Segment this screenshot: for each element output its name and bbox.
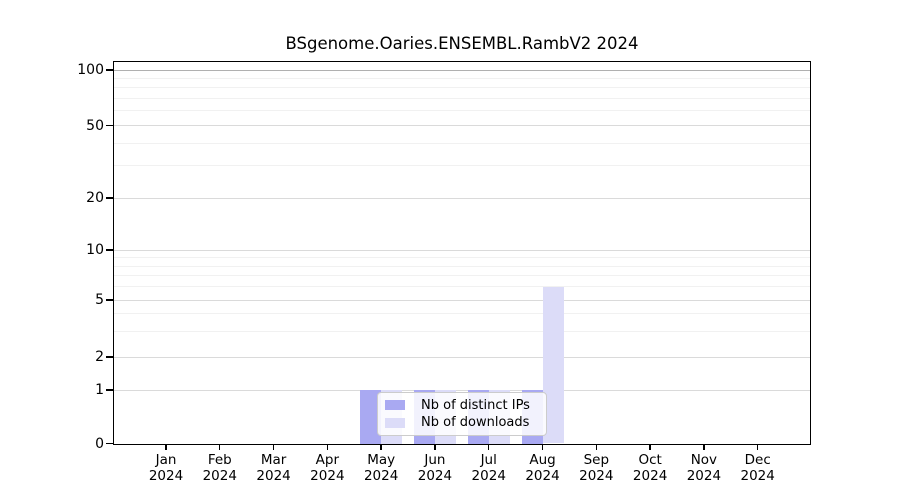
- distinct-ips-swatch-icon: [385, 400, 405, 411]
- x-axis-tick: [165, 443, 167, 450]
- plot-area: [114, 61, 810, 444]
- minor-gridline: [114, 286, 810, 288]
- x-tick-label: Dec: [744, 452, 771, 468]
- y-axis-tick: [106, 356, 113, 358]
- x-tick-year-label: 2024: [363, 468, 399, 484]
- y-axis-tick: [106, 124, 113, 127]
- minor-gridline: [114, 165, 810, 167]
- x-tick-label: Sep: [583, 452, 610, 468]
- x-tick-label: Jun: [424, 452, 446, 468]
- x-axis-tick: [326, 443, 329, 450]
- y-axis-tick: [106, 299, 113, 301]
- y-axis-tick: [106, 442, 113, 445]
- bar-distinct-ips: [360, 390, 382, 444]
- y-tick-label: 5: [95, 292, 104, 308]
- y-tick-label: 20: [86, 190, 104, 206]
- minor-gridline: [114, 313, 810, 315]
- x-axis-tick: [649, 443, 651, 450]
- x-tick-year-label: 2024: [148, 468, 184, 484]
- y-tick-label: 100: [77, 62, 104, 78]
- x-tick-label: Apr: [315, 452, 340, 468]
- x-axis-tick: [434, 443, 436, 450]
- legend-entry-distinct-ips: Nb of distinct IPs: [385, 398, 538, 413]
- x-tick-label: Aug: [529, 452, 556, 468]
- y-tick-label: 1: [95, 382, 104, 398]
- x-tick-label: Oct: [638, 452, 662, 468]
- x-axis-tick: [488, 443, 490, 450]
- x-tick-year-label: 2024: [525, 468, 560, 484]
- x-tick-year-label: 2024: [417, 468, 453, 484]
- chart-title: BSgenome.Oaries.ENSEMBL.RambV2 2024: [285, 34, 639, 53]
- minor-gridline: [114, 142, 810, 144]
- x-tick-label: Jan: [155, 452, 177, 468]
- y-tick-label: 10: [86, 242, 104, 258]
- x-axis-tick: [541, 443, 544, 450]
- x-tick-year-label: 2024: [202, 468, 237, 484]
- minor-gridline: [114, 77, 810, 79]
- minor-gridline: [114, 331, 810, 333]
- minor-gridline: [114, 87, 810, 89]
- x-axis-tick: [219, 443, 221, 450]
- x-tick-year-label: 2024: [471, 468, 506, 484]
- x-axis-tick: [595, 443, 597, 450]
- x-tick-label: May: [367, 452, 396, 468]
- x-tick-label: Mar: [260, 452, 287, 468]
- y-tick-label: 2: [95, 349, 104, 365]
- minor-gridline: [114, 257, 810, 259]
- legend-entry-downloads: Nb of downloads: [385, 415, 538, 430]
- x-tick-year-label: 2024: [310, 468, 345, 484]
- minor-gridline: [114, 98, 810, 100]
- x-axis-tick: [756, 443, 759, 450]
- y-axis-tick: [106, 249, 113, 251]
- legend: Nb of distinct IPs Nb of downloads: [377, 392, 547, 436]
- minor-gridline: [114, 275, 810, 277]
- legend-label: Nb of distinct IPs: [421, 397, 530, 413]
- x-tick-label: Jul: [480, 452, 497, 468]
- legend-label: Nb of downloads: [421, 415, 530, 431]
- x-tick-year-label: 2024: [686, 468, 722, 484]
- y-axis-tick: [106, 197, 113, 199]
- x-tick-year-label: 2024: [740, 468, 775, 484]
- major-gridline: [114, 389, 810, 391]
- y-axis-tick: [106, 69, 113, 71]
- y-tick-label: 0: [95, 435, 104, 452]
- minor-gridline: [114, 265, 810, 267]
- major-gridline: [114, 69, 810, 71]
- major-gridline: [114, 125, 810, 126]
- x-axis-tick: [703, 443, 705, 450]
- downloads-swatch-icon: [385, 417, 405, 428]
- x-tick-label: Nov: [690, 452, 718, 468]
- y-axis-tick: [106, 389, 113, 391]
- major-gridline: [114, 299, 810, 301]
- bar-downloads: [542, 286, 564, 444]
- x-tick-year-label: 2024: [256, 468, 291, 484]
- x-axis-tick: [272, 443, 275, 450]
- y-tick-label: 50: [86, 117, 104, 134]
- major-gridline: [114, 197, 810, 199]
- major-gridline: [114, 249, 810, 251]
- x-tick-year-label: 2024: [632, 468, 668, 484]
- x-tick-label: Feb: [207, 452, 232, 468]
- x-axis-tick: [380, 443, 382, 450]
- major-gridline: [114, 356, 810, 358]
- x-tick-year-label: 2024: [579, 468, 614, 484]
- minor-gridline: [114, 110, 810, 112]
